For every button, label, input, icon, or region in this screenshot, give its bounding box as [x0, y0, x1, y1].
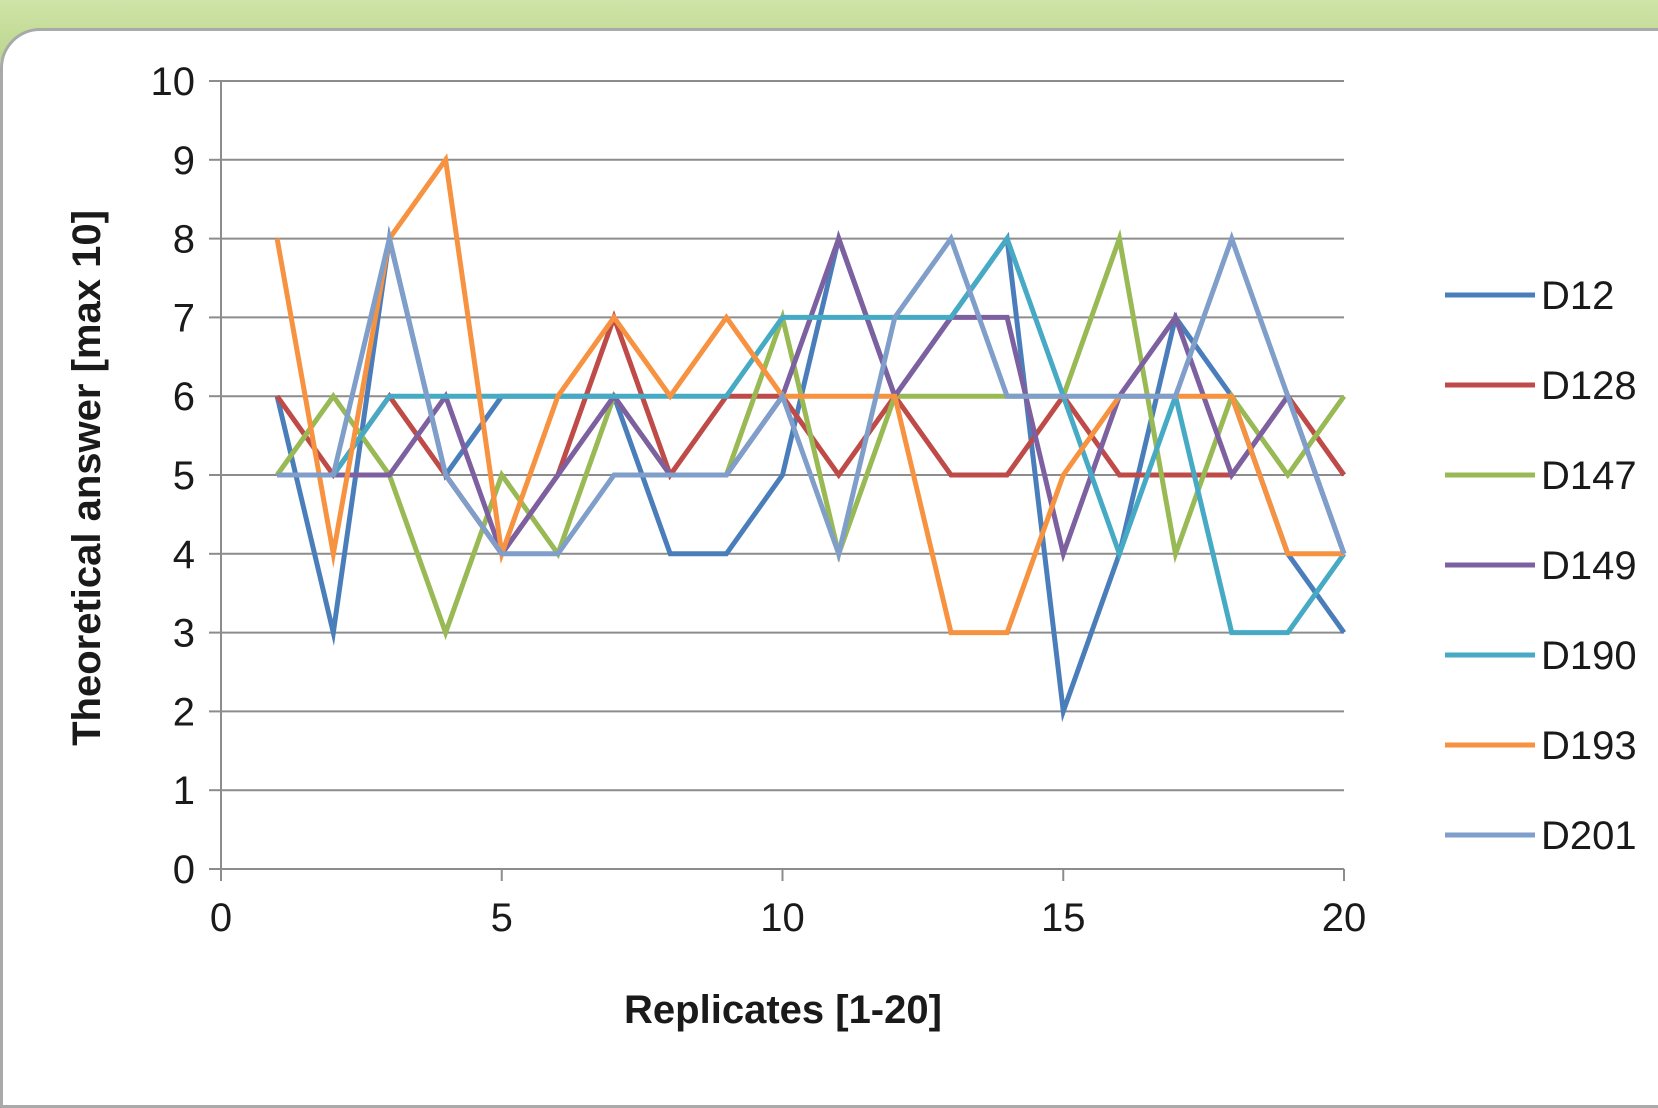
- legend-label-d128: D128: [1541, 364, 1637, 408]
- y-tick-label-6: 6: [173, 375, 195, 419]
- y-tick-label-10: 10: [151, 60, 196, 104]
- y-tick-label-7: 7: [173, 296, 195, 340]
- series-lines: [274, 153, 1347, 723]
- series-line-d147: [275, 228, 1347, 641]
- line-chart: 0 1 2 3 4 5 6 7 8 9 10 0 5 10 15 20 D12 D128 D147 D149 D190…: [65, 60, 1637, 1032]
- y-tick-label-2: 2: [173, 690, 195, 734]
- chart-panel: [0, 28, 1658, 1108]
- x-tick-label-3: 15: [1041, 896, 1086, 940]
- legend-label-d149: D149: [1541, 544, 1637, 588]
- legend-label-d190: D190: [1541, 634, 1637, 678]
- series-line-d12: [274, 225, 1347, 723]
- legend: D12 D128 D147 D149 D190 D193 D201: [1445, 274, 1637, 858]
- y-tick-label-0: 0: [173, 848, 195, 892]
- legend-label-d193: D193: [1541, 724, 1637, 768]
- y-tick-label-4: 4: [173, 533, 195, 577]
- y-tick-label-8: 8: [173, 218, 195, 262]
- x-tick-label-1: 5: [491, 896, 513, 940]
- legend-label-d12: D12: [1541, 274, 1614, 318]
- x-tick-label-2: 10: [760, 896, 805, 940]
- x-tick-label-4: 20: [1322, 896, 1367, 940]
- x-axis-title: Replicates [1-20]: [624, 988, 942, 1032]
- y-axis-title: Theoretical answer [max 10]: [65, 210, 109, 746]
- axes: 0 1 2 3 4 5 6 7 8 9 10 0 5 10 15 20: [151, 60, 1367, 940]
- y-tick-label-3: 3: [173, 612, 195, 656]
- y-tick-label-9: 9: [173, 139, 195, 183]
- legend-label-d201: D201: [1541, 814, 1637, 858]
- series-line-d190: [277, 233, 1347, 636]
- legend-label-d147: D147: [1541, 454, 1637, 498]
- series-line-d201: [277, 227, 1347, 563]
- y-tick-label-5: 5: [173, 454, 195, 498]
- y-tick-label-1: 1: [173, 769, 195, 813]
- x-tick-label-0: 0: [210, 896, 232, 940]
